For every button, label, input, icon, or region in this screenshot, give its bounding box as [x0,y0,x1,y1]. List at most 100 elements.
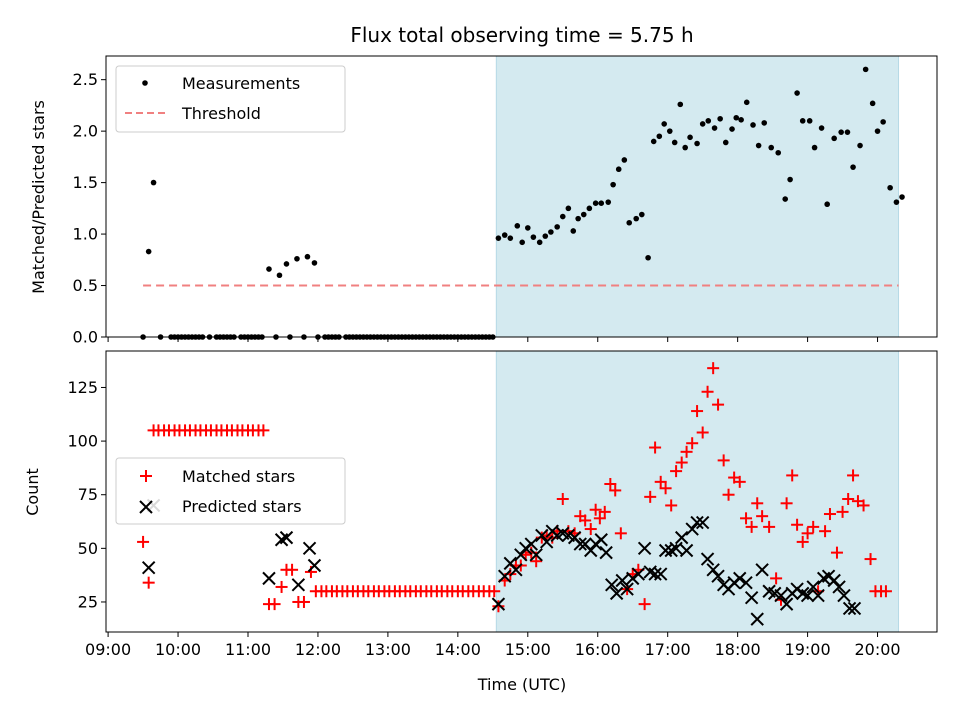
measurements-point [850,164,856,170]
matched-stars-point [823,508,836,521]
measurements-point [831,135,837,142]
matched-stars-point [604,477,617,490]
predicted-stars-point [498,569,512,583]
measurements-point [536,239,543,246]
measurements-point [592,200,599,206]
matched-legend-label: Matched stars [182,467,295,486]
measurements-point [677,101,684,108]
predicted-stars-point [302,541,317,556]
measurements-point [650,138,657,145]
counts-y-tick-label: 75 [78,485,98,504]
matched-stars-point [763,520,776,533]
predicted-stars-point [584,543,598,558]
measurements-point [565,205,572,212]
predicted-stars-point [279,530,294,545]
predicted-stars-point [615,573,629,588]
ratio-y-tick-label: 1.0 [73,225,98,244]
x-tick-label: 20:00 [854,640,900,659]
predicted-stars-point [605,578,619,592]
measurements-point [580,211,587,218]
measurements-point [717,115,723,122]
predicted-stars-point [811,588,825,603]
matched-stars-point [275,580,288,593]
matched-stars-point [801,527,814,540]
matched-stars-point [707,362,720,375]
predicted-stars-point [847,601,862,616]
predicted-stars-point [609,586,624,601]
matched-stars-point [791,518,804,531]
measurements-point [639,211,645,218]
matched-stars-point [696,426,709,439]
matched-stars-point [584,523,597,536]
measurements-point [621,157,628,163]
matched-stars-point [745,520,758,533]
matched-stars-point [614,527,627,540]
matched-stars-point [770,572,783,585]
measurements-point [787,176,793,183]
measurements-point [755,142,762,149]
predicted-stars-point [669,541,683,556]
matched-stars-point [836,505,849,518]
predicted-stars-point [658,543,673,558]
x-tick-label: 11:00 [225,640,271,659]
matched-stars-point [722,488,735,501]
measurements-point [671,139,678,146]
predicted-stars-point [706,563,720,577]
ratio-plot-frame [105,55,938,338]
x-tick-label: 18:00 [715,640,761,659]
matched-stars-point [796,535,809,548]
ratio-y-tick-label: 2.0 [73,122,98,141]
measurements-point [743,99,750,106]
matched-stars-point [740,512,753,525]
matched-stars-point [691,405,704,418]
predicted-legend-marker [139,500,153,514]
measurements-point [666,128,673,134]
measurements-point [862,66,869,73]
measurements-point [145,248,152,255]
predicted-stars-point [524,537,539,551]
x-tick-label: 15:00 [505,640,551,659]
measurements-point [799,118,806,124]
matched-stars-point [686,437,699,450]
predicted-stars-point [573,537,587,551]
measurements-point [559,213,566,220]
measurements-point [626,219,633,226]
measurements-point [656,133,663,140]
matched-stars-point [712,398,725,411]
predicted-stars-point [529,548,543,562]
measurements-point [838,129,844,135]
predicted-stars-point [631,567,646,581]
measurements-point [687,134,693,141]
measurements-point [682,144,688,151]
matched-legend-marker [140,470,152,482]
predicted-stars-point [733,571,747,586]
matched-stars-point [701,385,714,398]
measurements-point [761,120,768,126]
measurements-point [605,199,612,205]
predicted-stars-point [739,575,753,590]
measurements-point [586,205,593,212]
measurements-point [661,121,667,127]
matched-stars-point [598,505,611,518]
ratio-y-tick-label: 1.5 [73,173,98,192]
matched-stars-point [780,497,793,510]
matched-stars-point [756,510,769,523]
predicted-stars-point [653,567,668,581]
matched-stars-point [649,441,662,454]
x-tick-label: 14:00 [435,640,481,659]
measurements-point [501,232,508,238]
measurements-point [554,224,560,230]
matched-stars-point [589,503,602,516]
matched-stars-point [257,424,270,437]
counts-legend-box [115,457,346,525]
measurements-point [542,233,549,239]
measurements-point [266,266,272,272]
matched-stars-point [842,493,855,506]
x-tick-label: 10:00 [155,640,201,659]
measurements-point [507,235,514,241]
predicted-stars-point [599,545,613,560]
measurements-point [150,179,157,186]
measurements-point [775,149,782,156]
x-axis-label: Time (UTC) [477,675,566,694]
ratio-y-tick-label: 0.0 [73,328,98,347]
